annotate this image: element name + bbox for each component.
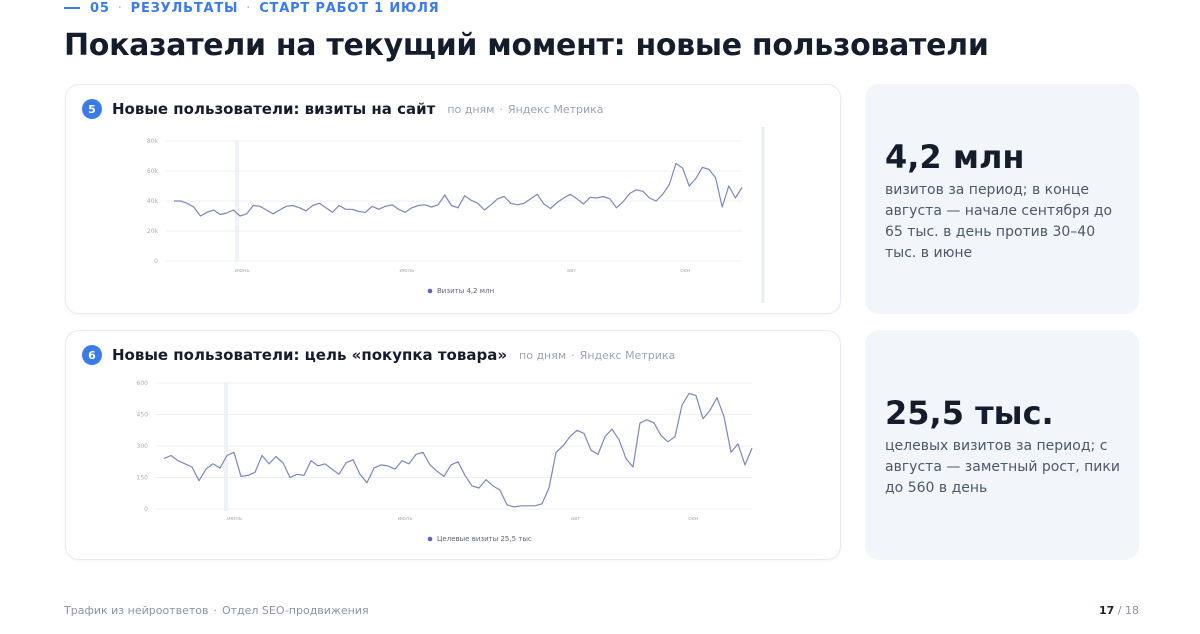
page-title: Показатели на текущий момент: новые поль… xyxy=(64,28,989,63)
card-number-badge: 5 xyxy=(82,99,102,119)
y-tick-label: 0 xyxy=(154,258,158,265)
page-total: / 18 xyxy=(1117,604,1139,617)
section-kicker: 05 · РЕЗУЛЬТАТЫ · СТАРТ РАБОТ 1 ИЮЛЯ xyxy=(64,0,439,16)
section-note: СТАРТ РАБОТ 1 ИЮЛЯ xyxy=(259,0,440,16)
footer-department: Отдел SEO-продвижения xyxy=(221,604,369,617)
y-tick-label: 600 xyxy=(137,380,149,387)
y-tick-label: 150 xyxy=(137,475,149,482)
chart-card-purchase-goal: 0 150 300 450 600 июнь июль авг сен Целевые визит… xyxy=(65,330,841,560)
card-title: Новые пользователи: визиты на сайт xyxy=(112,100,436,118)
footer-topic: Трафик из нейроответов xyxy=(64,604,209,617)
card-number-badge: 6 xyxy=(82,345,102,365)
x-tick-label: сен xyxy=(680,268,690,274)
x-tick-label: июнь xyxy=(235,268,250,274)
x-tick-label: июль xyxy=(399,268,414,274)
card-header: 5 Новые пользователи: визиты на сайт по … xyxy=(82,99,604,119)
x-tick-label: июнь xyxy=(227,516,242,522)
y-tick-label: 300 xyxy=(137,443,149,450)
card-meta: по дням · Яндекс Метрика xyxy=(447,102,604,116)
legend-label: Визиты 4,2 млн xyxy=(437,287,494,295)
section-number: 05 xyxy=(90,0,110,16)
legend-marker xyxy=(427,536,433,542)
stat-card-visits: 4,2 млн визитов за период; в конце авгус… xyxy=(865,84,1139,314)
y-tick-label: 80k xyxy=(147,138,159,145)
series-line xyxy=(163,392,753,508)
stat-description: визитов за период; в конце августа — нач… xyxy=(885,182,1113,261)
page-number: 17 xyxy=(1098,604,1115,617)
y-tick-label: 60k xyxy=(147,168,159,175)
card-period: по дням xyxy=(519,348,567,362)
chart-card-visits: 0 20k 40k 60k 80k июнь июль авг сен Визиты 4,2 мл… xyxy=(65,84,841,314)
footer-caption: Трафик из нейроответов · Отдел SEO-продвиж… xyxy=(64,604,369,617)
card-title: Новые пользователи: цель «покупка товара… xyxy=(112,346,508,364)
page-counter: 17 / 18 xyxy=(1099,604,1139,617)
kicker-separator: · xyxy=(246,0,252,16)
stat-value: 4,2 млн xyxy=(885,138,1025,176)
card-meta: по дням · Яндекс Метрика xyxy=(519,348,676,362)
y-tick-label: 450 xyxy=(137,412,149,419)
y-tick-label: 40k xyxy=(147,198,159,205)
card-source: Яндекс Метрика xyxy=(507,102,604,116)
section-name: РЕЗУЛЬТАТЫ xyxy=(130,0,239,16)
card-period: по дням xyxy=(447,102,495,116)
stat-card-purchase-goal: 25,5 тыс. целевых визитов за период; с а… xyxy=(865,330,1139,560)
kicker-dash xyxy=(64,7,80,9)
y-tick-label: 0 xyxy=(144,506,148,513)
series-line xyxy=(174,162,743,217)
stat-description: целевых визитов за период; с августа — з… xyxy=(885,438,1120,496)
x-tick-label: сен xyxy=(688,516,698,522)
x-tick-label: авг xyxy=(571,516,581,522)
y-tick-label: 20k xyxy=(147,228,159,235)
card-header: 6 Новые пользователи: цель «покупка това… xyxy=(82,345,675,365)
x-tick-label: авг xyxy=(567,268,577,274)
visits-chart: 0 20k 40k 60k 80k июнь июль авг сен Визиты 4,2 мл… xyxy=(147,127,765,303)
legend-label: Целевые визиты 25,5 тыс xyxy=(437,535,532,543)
legend-marker xyxy=(427,288,433,294)
card-source: Яндекс Метрика xyxy=(579,348,676,362)
x-tick-label: июль xyxy=(398,516,413,522)
purchase-goal-chart: 0 150 300 450 600 июнь июль авг сен Целевые визит… xyxy=(137,380,753,543)
kicker-separator: · xyxy=(117,0,123,16)
stat-value: 25,5 тыс. xyxy=(885,394,1054,432)
